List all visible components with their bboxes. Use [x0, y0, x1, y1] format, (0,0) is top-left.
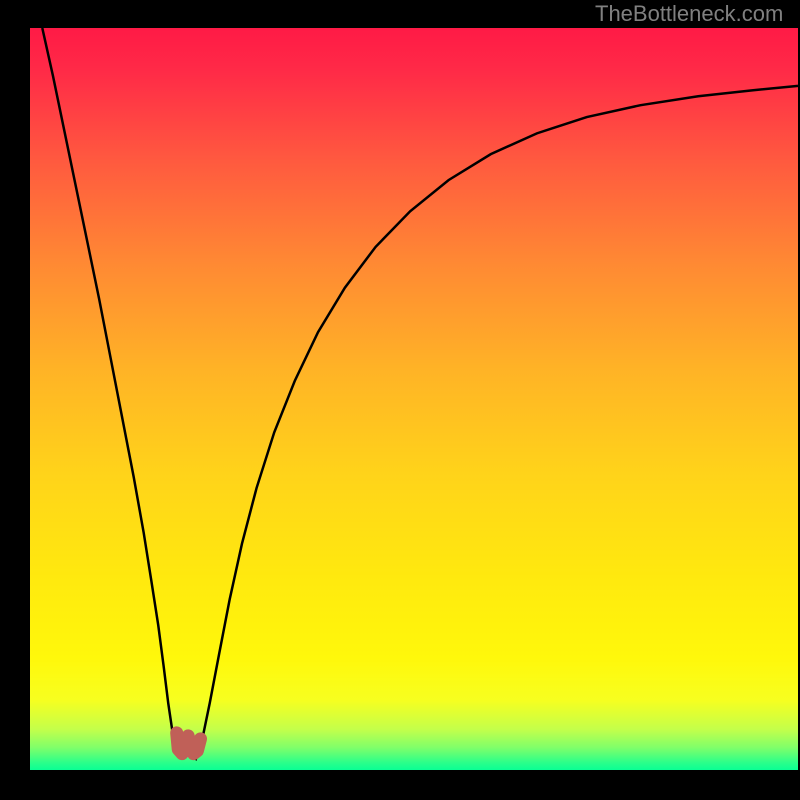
chart-svg [0, 0, 800, 800]
chart-stage: TheBottleneck.com [0, 0, 800, 800]
canvas-bg [0, 0, 800, 800]
valley-marker [177, 733, 201, 754]
attribution-text: TheBottleneck.com [595, 1, 783, 27]
plot-area [30, 28, 798, 770]
bottleneck-curve [42, 28, 798, 759]
